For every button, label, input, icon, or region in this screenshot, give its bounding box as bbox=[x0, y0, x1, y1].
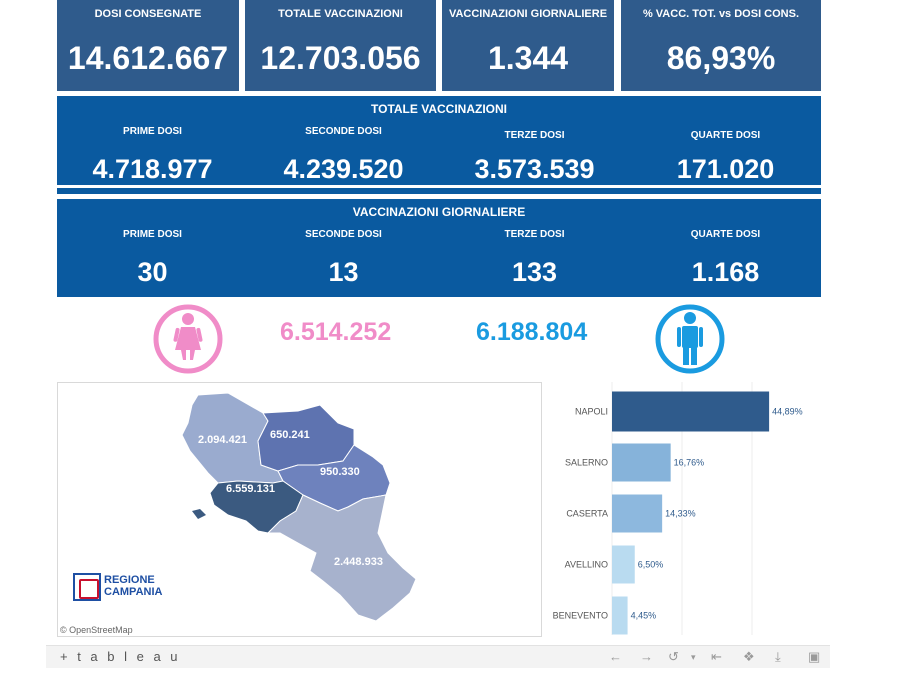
logo-line2: CAMPANIA bbox=[104, 586, 163, 598]
kpi-dosi-consegnate: DOSI CONSEGNATE 14.612.667 bbox=[57, 0, 239, 91]
bar-chart-svg: NAPOLI 44,89% SALERNO 16,76% CASERTA 14,33% AV… bbox=[553, 382, 803, 635]
kpi-vaccinazioni-giornaliere: VACCINAZIONI GIORNALIERE 1.344 bbox=[442, 0, 614, 91]
vaccinazioni-giornaliere-panel: VACCINAZIONI GIORNALIERE PRIME DOSI 30 S… bbox=[57, 199, 821, 297]
category-label: BENEVENTO bbox=[553, 611, 608, 621]
logo-line1: REGIONE bbox=[104, 574, 155, 586]
col-value: 30 bbox=[137, 257, 168, 287]
category-label: NAPOLI bbox=[575, 407, 608, 417]
logo-emblem bbox=[73, 573, 101, 601]
seconde-dosi-col: SECONDE DOSI 13 bbox=[248, 199, 439, 291]
map-label-caserta: 2.094.421 bbox=[198, 434, 247, 446]
tableau-toolbar: + t a b l e a u ← → ↺ ▾ ⇤ ❖ ⤓ ▣ bbox=[46, 645, 830, 668]
bar-napoli[interactable] bbox=[612, 391, 770, 432]
col-value: 4.239.520 bbox=[283, 154, 404, 184]
terze-dosi-col: TERZE DOSI 3.573.539 bbox=[439, 96, 630, 188]
col-value: 3.573.539 bbox=[474, 154, 595, 184]
category-label: AVELLINO bbox=[565, 560, 608, 570]
kpi-totale-vaccinazioni: TOTALE VACCINAZIONI 12.703.056 bbox=[245, 0, 436, 91]
map-region-salerno[interactable] bbox=[266, 494, 417, 622]
kpi-percentuale: % VACC. TOT. vs DOSI CONS. 86,93% bbox=[621, 0, 821, 91]
female-total: 6.514.252 bbox=[280, 318, 392, 346]
prime-dosi-col: PRIME DOSI 4.718.977 bbox=[57, 96, 248, 188]
map-label-avellino: 950.330 bbox=[320, 466, 360, 478]
kpi-value: 14.612.667 bbox=[67, 40, 229, 76]
bar-benevento[interactable] bbox=[612, 596, 628, 635]
value-label: 16,76% bbox=[674, 458, 705, 468]
kpi-label: VACCINAZIONI GIORNALIERE bbox=[448, 8, 608, 20]
panel-title: TOTALE VACCINAZIONI bbox=[371, 102, 507, 116]
kpi-value: 1.344 bbox=[487, 40, 569, 76]
regione-campania-logo: REGIONE CAMPANIA bbox=[73, 573, 193, 603]
col-label: PRIME DOSI bbox=[123, 229, 182, 240]
map-label-salerno: 2.448.933 bbox=[334, 556, 383, 568]
value-label: 44,89% bbox=[772, 407, 803, 417]
category-label: SALERNO bbox=[565, 458, 608, 468]
tableau-logo[interactable]: + t a b l e a u bbox=[60, 649, 181, 664]
kpi-label: % VACC. TOT. vs DOSI CONS. bbox=[642, 8, 800, 20]
kpi-value: 86,93% bbox=[666, 40, 776, 76]
chevron-down-icon[interactable]: ▾ bbox=[691, 652, 696, 662]
col-label: SECONDE DOSI bbox=[305, 229, 382, 240]
totale-vaccinazioni-panel: TOTALE VACCINAZIONI PRIME DOSI 4.718.977… bbox=[57, 96, 821, 194]
panel-title: VACCINAZIONI GIORNALIERE bbox=[352, 205, 526, 219]
download-icon[interactable]: ⤓ bbox=[775, 649, 781, 664]
undo-icon[interactable]: ← bbox=[609, 649, 622, 664]
bar-caserta[interactable] bbox=[612, 494, 663, 533]
kpi-label: DOSI CONSEGNATE bbox=[94, 8, 202, 20]
category-label: CASERTA bbox=[566, 509, 608, 519]
col-value: 1.168 bbox=[691, 257, 760, 287]
terze-dosi-col: TERZE DOSI 133 bbox=[439, 199, 630, 291]
map-region-capri[interactable] bbox=[192, 509, 206, 519]
col-label: QUARTE DOSI bbox=[690, 229, 761, 240]
col-label: PRIME DOSI bbox=[123, 126, 182, 137]
value-label: 14,33% bbox=[665, 509, 696, 519]
redo-icon[interactable]: → bbox=[640, 649, 653, 664]
map-label-benevento: 650.241 bbox=[270, 429, 310, 441]
map-attribution[interactable]: © OpenStreetMap bbox=[60, 625, 133, 635]
male-icon bbox=[655, 304, 725, 374]
bar-salerno[interactable] bbox=[612, 443, 671, 482]
share-icon[interactable]: ❖ bbox=[743, 649, 755, 664]
col-label: TERZE DOSI bbox=[504, 229, 565, 240]
revert-icon[interactable]: ↺ bbox=[668, 649, 679, 664]
female-icon bbox=[153, 304, 223, 374]
value-label: 4,45% bbox=[631, 611, 657, 621]
fullscreen-icon[interactable]: ▣ bbox=[808, 649, 821, 664]
value-label: 6,50% bbox=[638, 560, 664, 570]
province-bar-chart: NAPOLI 44,89% SALERNO 16,76% CASERTA 14,33% AV… bbox=[548, 382, 823, 635]
col-label: SECONDE DOSI bbox=[305, 126, 382, 137]
kpi-value: 12.703.056 bbox=[260, 40, 421, 76]
map-label-napoli: 6.559.131 bbox=[226, 483, 275, 495]
col-value: 133 bbox=[511, 257, 558, 287]
col-value: 171.020 bbox=[676, 154, 775, 184]
col-value: 13 bbox=[328, 257, 359, 287]
campania-map[interactable]: 2.094.421 650.241 950.330 6.559.131 2.44… bbox=[57, 382, 542, 637]
reset-icon[interactable]: ⇤ bbox=[711, 649, 722, 664]
quarte-dosi-col: QUARTE DOSI 171.020 bbox=[630, 96, 821, 188]
col-label: QUARTE DOSI bbox=[690, 130, 761, 141]
kpi-label: TOTALE VACCINAZIONI bbox=[278, 8, 403, 20]
seconde-dosi-col: SECONDE DOSI 4.239.520 bbox=[248, 96, 439, 188]
divider bbox=[57, 185, 821, 188]
prime-dosi-col: PRIME DOSI 30 bbox=[57, 199, 248, 291]
col-label: TERZE DOSI bbox=[504, 130, 565, 141]
bar-avellino[interactable] bbox=[612, 545, 635, 584]
quarte-dosi-col: QUARTE DOSI 1.168 bbox=[630, 199, 821, 291]
col-value: 4.718.977 bbox=[92, 154, 213, 184]
male-total: 6.188.804 bbox=[476, 318, 588, 346]
